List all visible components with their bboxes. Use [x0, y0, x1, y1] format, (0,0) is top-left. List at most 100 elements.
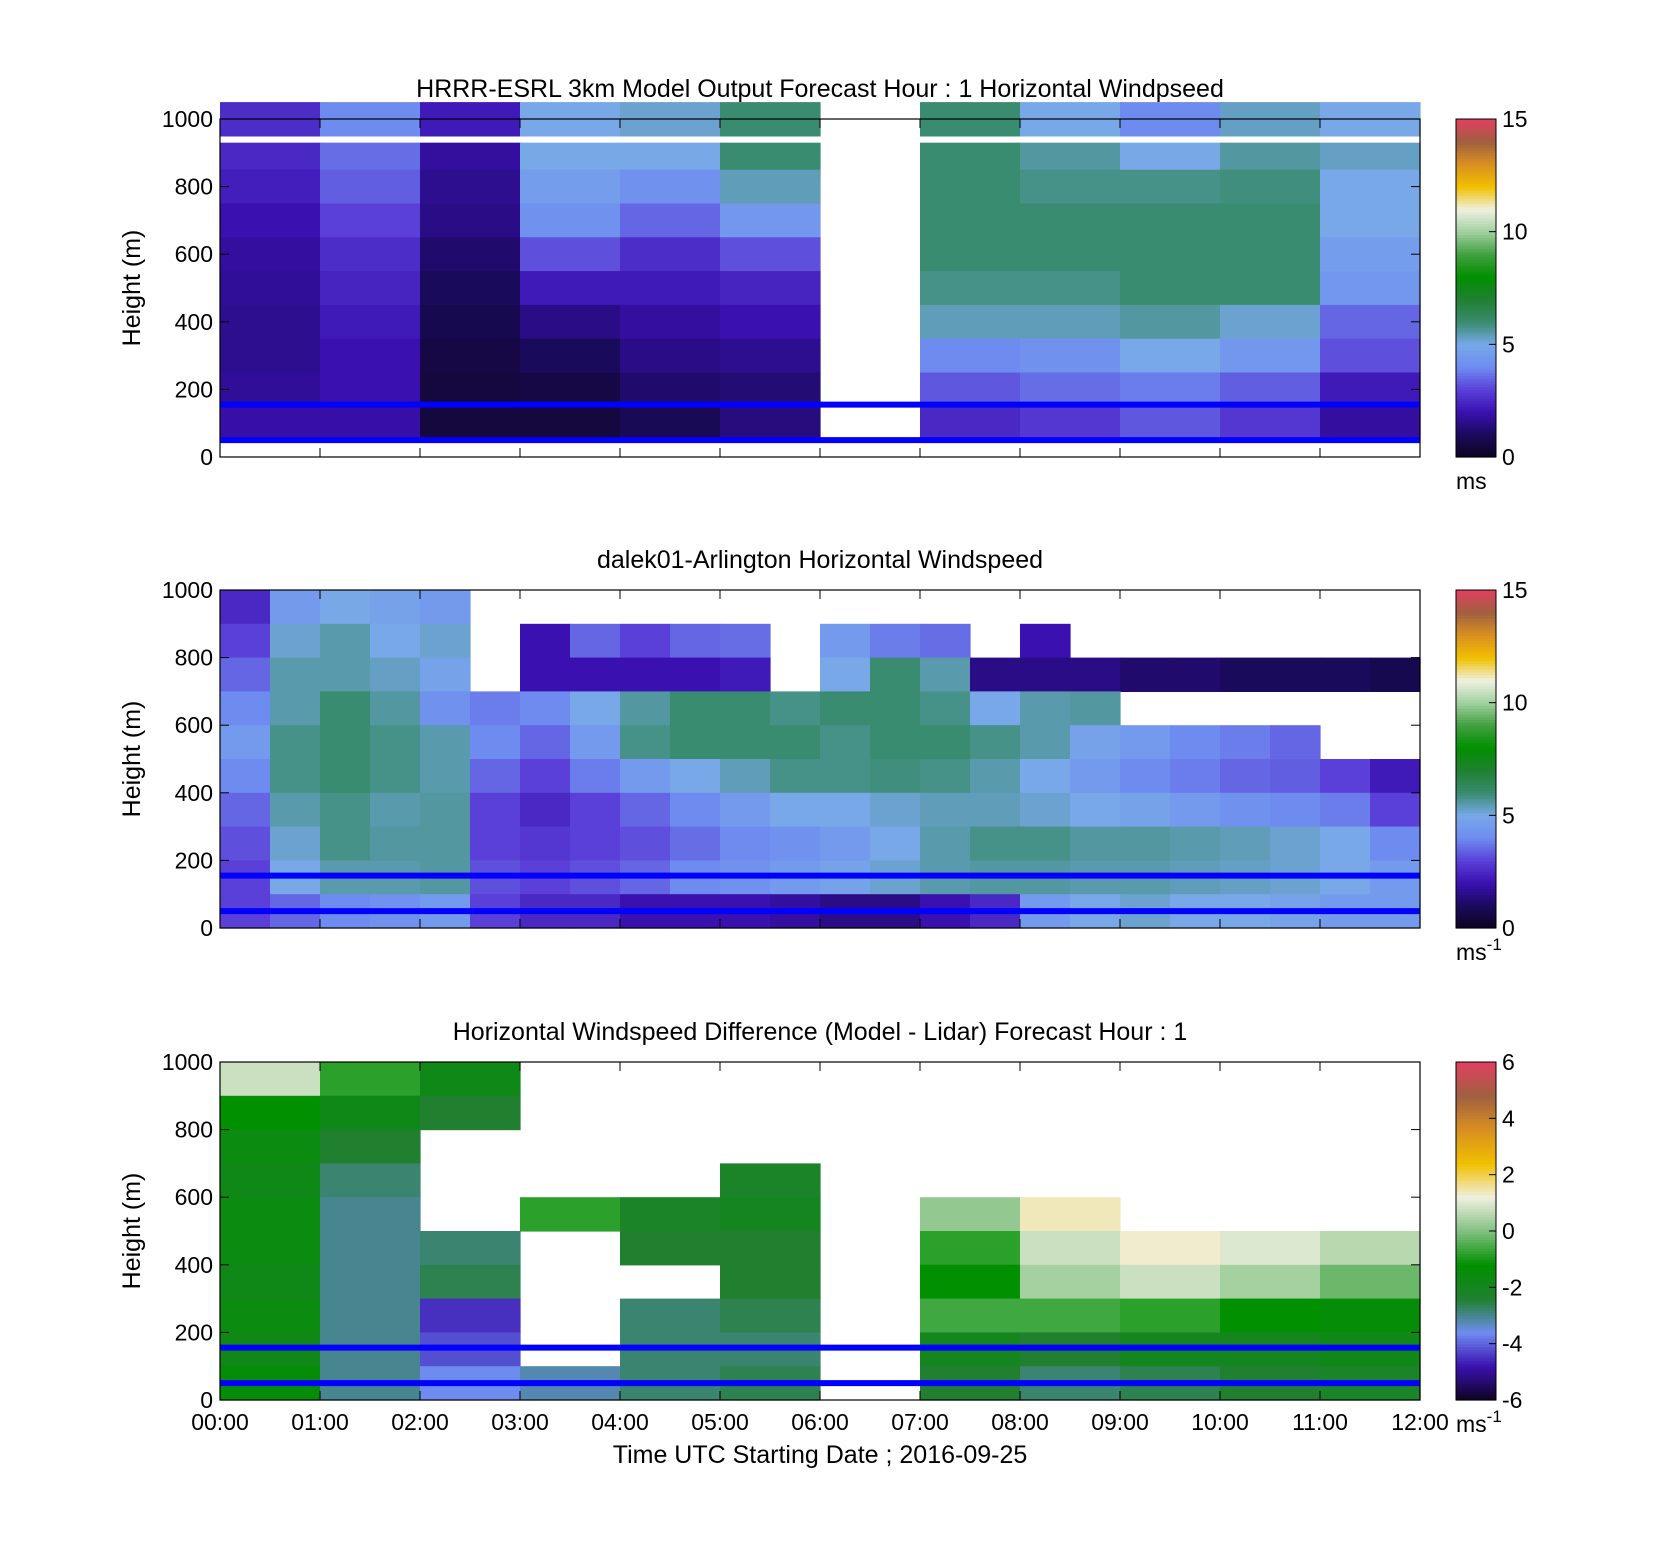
y-tick-label: 600	[175, 712, 213, 738]
y-tick-label: 0	[200, 444, 213, 470]
colorbar-swatch	[1456, 397, 1496, 402]
colorbar-swatch	[1456, 860, 1496, 864]
heatmap-cell	[870, 623, 921, 659]
colorbar-swatch	[1456, 1366, 1496, 1370]
colorbar-swatch	[1456, 448, 1496, 452]
colorbar-swatch	[1456, 837, 1496, 842]
heatmap-cell	[520, 826, 571, 861]
heatmap-cell	[1120, 792, 1171, 828]
heatmap-cell	[1320, 657, 1371, 692]
colorbar-swatch	[1456, 189, 1496, 193]
y-tick-label: 600	[175, 241, 213, 267]
heatmap-cell	[920, 203, 1021, 238]
heatmap-cell	[620, 338, 721, 374]
heatmap-cell	[1320, 237, 1421, 272]
colorbar-swatch	[1456, 445, 1496, 450]
colorbar-swatch	[1456, 1349, 1496, 1353]
heatmap-cell	[870, 657, 921, 692]
heatmap-cell	[1020, 406, 1121, 441]
heatmap-cell	[270, 792, 321, 828]
heatmap-cell	[1020, 657, 1071, 692]
heatmap-cell	[1320, 203, 1421, 238]
colorbar-swatch	[1456, 206, 1496, 210]
colorbar-swatch	[1456, 866, 1496, 870]
y-tick-label: 0	[200, 915, 213, 941]
colorbar-swatch	[1456, 178, 1496, 182]
heatmap-cell	[620, 725, 671, 760]
colorbar-swatch	[1456, 1180, 1496, 1184]
colorbar-swatch	[1456, 761, 1496, 766]
heatmap-cell	[420, 590, 471, 625]
heatmap-cell	[220, 1062, 321, 1097]
heatmap-cell	[770, 826, 821, 861]
colorbar-swatch	[1456, 1318, 1496, 1322]
heatmap-cell	[1070, 691, 1121, 726]
heatmap-cell	[320, 1231, 421, 1266]
heatmap-cell	[220, 691, 271, 726]
heatmap-cell	[970, 725, 1021, 760]
colorbar-swatch	[1456, 854, 1496, 859]
colorbar-swatch	[1456, 1205, 1496, 1210]
colorbar-swatch	[1456, 1278, 1496, 1283]
heatmap-cell	[520, 792, 571, 828]
heatmap-cell	[820, 725, 871, 760]
colorbar-swatch	[1456, 1377, 1496, 1381]
colorbar-swatch	[1456, 203, 1496, 207]
heatmap-cell	[220, 169, 321, 205]
heatmap-cell	[1170, 826, 1221, 861]
colorbar-swatch	[1456, 245, 1496, 250]
colorbar-swatch	[1456, 851, 1496, 856]
colorbar-swatch	[1456, 197, 1496, 202]
colorbar-swatch	[1456, 770, 1496, 774]
heatmap-cell	[320, 1129, 421, 1164]
heatmap-cell	[520, 338, 621, 374]
colorbar-swatch	[1456, 1146, 1496, 1150]
colorbar-swatch	[1456, 843, 1496, 847]
colorbar-swatch	[1456, 784, 1496, 788]
colorbar-swatch	[1456, 820, 1496, 825]
heatmap-cell	[1020, 1197, 1121, 1232]
heatmap-cell	[1120, 169, 1221, 205]
colorbar-swatch	[1456, 699, 1496, 704]
y-axis-label: Height (m)	[118, 1173, 146, 1290]
heatmap-cell	[370, 792, 421, 828]
colorbar-swatch	[1456, 1397, 1496, 1401]
colorbar-tick-label: 15	[1502, 577, 1528, 603]
heatmap-cell	[370, 725, 421, 760]
heatmap-cell	[620, 792, 671, 828]
heatmap-cell	[520, 691, 571, 726]
colorbar-swatch	[1456, 321, 1496, 326]
colorbar-swatch	[1456, 1309, 1496, 1314]
colorbar-swatch	[1456, 400, 1496, 405]
colorbar-swatch	[1456, 451, 1496, 455]
heatmap-cell	[1120, 203, 1221, 238]
heatmap-cell	[420, 1062, 521, 1097]
x-tick-label: 06:00	[791, 1409, 849, 1435]
colorbar-swatch	[1456, 1084, 1496, 1088]
colorbar-swatch	[1456, 313, 1496, 317]
heatmap-cell	[1220, 1231, 1321, 1266]
heatmap-cell	[620, 1298, 721, 1333]
colorbar-swatch	[1456, 657, 1496, 662]
colorbar-swatch	[1456, 637, 1496, 642]
colorbar-swatch	[1456, 437, 1496, 441]
colorbar-swatch	[1456, 671, 1496, 676]
colorbar-swatch	[1456, 426, 1496, 430]
heatmap-cell	[1120, 759, 1171, 794]
colorbar-swatch	[1456, 124, 1496, 129]
colorbar-swatch	[1456, 411, 1496, 416]
heatmap-cell	[320, 1163, 421, 1198]
colorbar-tick-label: 15	[1502, 106, 1528, 132]
colorbar-swatch	[1456, 1233, 1496, 1238]
colorbar-swatch	[1456, 728, 1496, 732]
colorbar-swatch	[1456, 916, 1496, 921]
heatmap-cell	[320, 304, 421, 340]
colorbar-swatch	[1456, 361, 1496, 365]
heatmap-cell	[670, 691, 721, 726]
heatmap-cell	[720, 271, 821, 306]
heatmap-cell	[520, 304, 621, 340]
heatmap-cell	[720, 1197, 821, 1232]
colorbar-swatch	[1456, 601, 1496, 605]
colorbar-swatch	[1456, 925, 1496, 929]
heatmap-cell	[1220, 271, 1321, 306]
